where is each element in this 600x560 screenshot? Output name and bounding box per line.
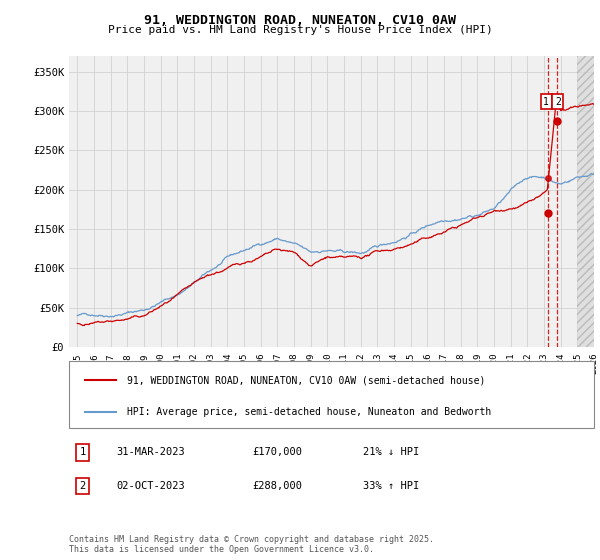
Text: 1: 1 — [543, 97, 549, 106]
Text: 2: 2 — [555, 97, 561, 106]
Text: 02-OCT-2023: 02-OCT-2023 — [116, 481, 185, 491]
Text: Price paid vs. HM Land Registry's House Price Index (HPI): Price paid vs. HM Land Registry's House … — [107, 25, 493, 35]
Text: 31-MAR-2023: 31-MAR-2023 — [116, 447, 185, 458]
Text: 2: 2 — [79, 481, 86, 491]
Text: £288,000: £288,000 — [253, 481, 303, 491]
Text: HPI: Average price, semi-detached house, Nuneaton and Bedworth: HPI: Average price, semi-detached house,… — [127, 407, 491, 417]
Text: 91, WEDDINGTON ROAD, NUNEATON, CV10 0AW (semi-detached house): 91, WEDDINGTON ROAD, NUNEATON, CV10 0AW … — [127, 375, 485, 385]
Text: 33% ↑ HPI: 33% ↑ HPI — [363, 481, 419, 491]
Text: £170,000: £170,000 — [253, 447, 303, 458]
Text: 1: 1 — [79, 447, 86, 458]
FancyBboxPatch shape — [69, 361, 594, 428]
Bar — [577, 56, 594, 347]
Text: 21% ↓ HPI: 21% ↓ HPI — [363, 447, 419, 458]
Text: 91, WEDDINGTON ROAD, NUNEATON, CV10 0AW: 91, WEDDINGTON ROAD, NUNEATON, CV10 0AW — [144, 14, 456, 27]
Text: Contains HM Land Registry data © Crown copyright and database right 2025.
This d: Contains HM Land Registry data © Crown c… — [69, 535, 434, 554]
